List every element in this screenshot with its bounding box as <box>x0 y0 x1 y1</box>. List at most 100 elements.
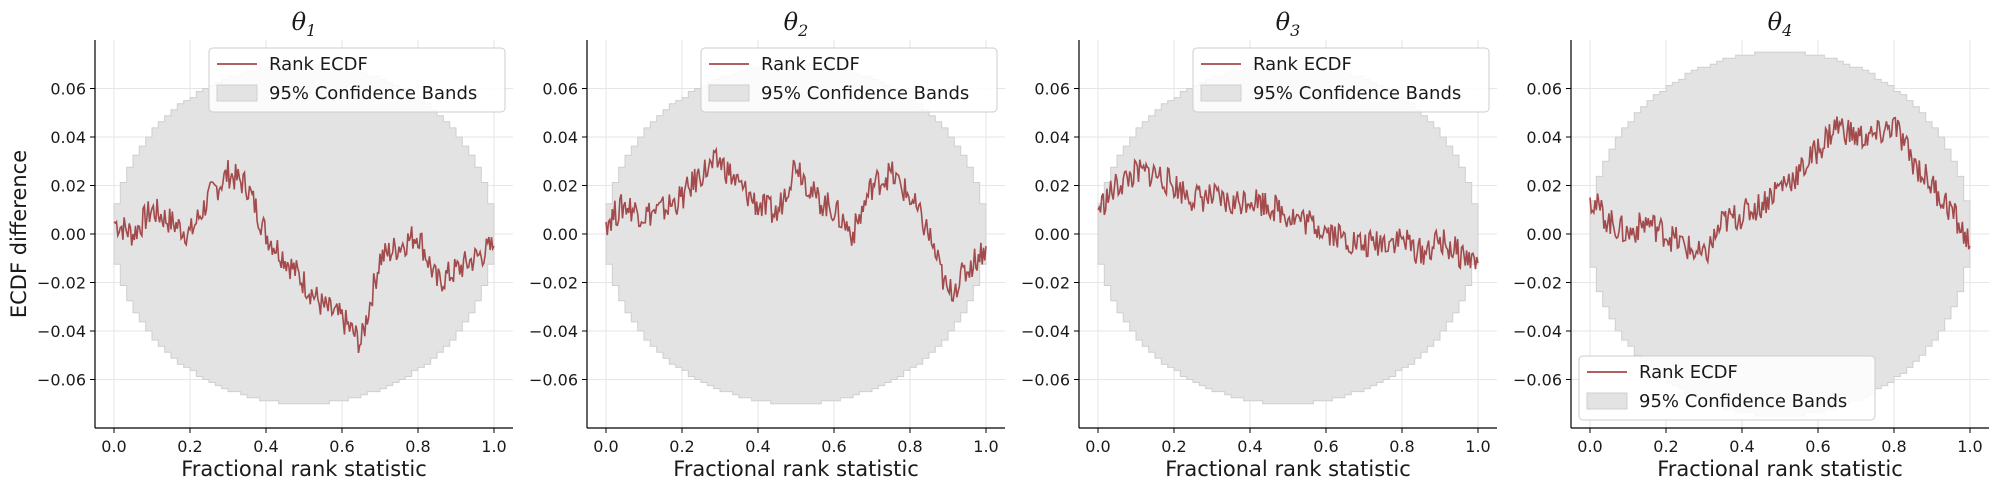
confidence-band <box>113 63 495 405</box>
y-tick-label: 0.02 <box>542 177 578 196</box>
x-tick-label: 0.4 <box>1237 437 1262 456</box>
legend-label-confidence-bands: 95% Confidence Bands <box>269 83 477 104</box>
legend-label-rank-ecdf: Rank ECDF <box>1639 362 1738 383</box>
x-tick-label: 0.4 <box>745 437 770 456</box>
chart-panel-1: 0.0 0.2 0.4 0.6 0.8 1.0 −0.06 −0.04 −0.02 0.00 0.0… <box>7 8 513 481</box>
y-tick-label: −0.06 <box>1021 371 1070 390</box>
y-tick-label: 0.02 <box>50 177 86 196</box>
y-tick-label: −0.04 <box>1021 322 1070 341</box>
x-tick-label: 0.8 <box>1389 437 1414 456</box>
chart-title: θ3 <box>1276 8 1301 40</box>
x-tick-label: 0.8 <box>405 437 430 456</box>
y-axis-label: ECDF difference <box>7 150 31 318</box>
x-tick-label: 0.2 <box>177 437 202 456</box>
title-symbol: θ <box>1276 8 1291 36</box>
x-tick-label: 0.2 <box>669 437 694 456</box>
title-symbol: θ <box>292 8 307 36</box>
y-tick-label: 0.04 <box>1034 128 1070 147</box>
chart-title: θ1 <box>292 8 317 40</box>
x-tick-label: 1.0 <box>481 437 506 456</box>
title-symbol: θ <box>784 8 799 36</box>
chart-title: θ2 <box>784 8 809 40</box>
legend-band-swatch <box>708 84 750 102</box>
x-tick-label: 0.8 <box>1881 437 1906 456</box>
legend-band-swatch <box>1200 84 1242 102</box>
x-tick-label: 0.6 <box>1805 437 1830 456</box>
x-tick-label: 0.4 <box>1729 437 1754 456</box>
chart-title: θ4 <box>1768 8 1793 40</box>
x-tick-label: 0.0 <box>101 437 126 456</box>
x-tick-label: 1.0 <box>1957 437 1982 456</box>
y-tick-label: 0.06 <box>1034 80 1070 99</box>
x-tick-label: 0.2 <box>1653 437 1678 456</box>
legend-box <box>1578 355 1876 421</box>
legend: Rank ECDF 95% Confidence Bands <box>1578 355 1876 421</box>
y-tick-label: −0.06 <box>529 371 578 390</box>
x-axis-label: Fractional rank statistic <box>1165 457 1411 481</box>
chart-panel-3: 0.0 0.2 0.4 0.6 0.8 1.0 −0.06 −0.04 −0.02 0.00 0.0… <box>1021 8 1497 481</box>
legend-label-rank-ecdf: Rank ECDF <box>269 54 368 75</box>
legend-label-confidence-bands: 95% Confidence Bands <box>1639 391 1847 412</box>
y-tick-label: −0.02 <box>1021 274 1070 293</box>
y-tick-label: −0.02 <box>1513 274 1562 293</box>
y-tick-label: −0.02 <box>37 274 86 293</box>
y-tick-label: 0.06 <box>1526 80 1562 99</box>
y-tick-label: −0.04 <box>1513 322 1562 341</box>
legend: Rank ECDF 95% Confidence Bands <box>1192 47 1490 113</box>
x-tick-label: 0.0 <box>593 437 618 456</box>
x-tick-label: 0.6 <box>1313 437 1338 456</box>
title-subscript: 3 <box>1290 21 1300 40</box>
y-tick-label: −0.04 <box>37 322 86 341</box>
ecdf-line <box>605 146 987 302</box>
legend: Rank ECDF 95% Confidence Bands <box>208 47 506 113</box>
x-tick-label: 0.6 <box>821 437 846 456</box>
legend: Rank ECDF 95% Confidence Bands <box>700 47 998 113</box>
y-tick-label: −0.06 <box>1513 371 1562 390</box>
y-tick-label: 0.00 <box>1034 225 1070 244</box>
chart-panel-2: 0.0 0.2 0.4 0.6 0.8 1.0 −0.06 −0.04 −0.02 0.00 0.0… <box>529 8 1005 481</box>
y-tick-label: 0.00 <box>1526 225 1562 244</box>
y-tick-label: 0.04 <box>542 128 578 147</box>
x-tick-label: 0.0 <box>1085 437 1110 456</box>
x-tick-label: 0.6 <box>329 437 354 456</box>
y-tick-label: −0.04 <box>529 322 578 341</box>
y-tick-label: 0.04 <box>1526 128 1562 147</box>
x-axis-label: Fractional rank statistic <box>1657 457 1903 481</box>
y-tick-label: 0.06 <box>50 80 86 99</box>
y-tick-label: 0.00 <box>50 225 86 244</box>
y-tick-label: 0.02 <box>1526 177 1562 196</box>
legend-box <box>208 47 506 113</box>
legend-box <box>1192 47 1490 113</box>
x-tick-label: 0.2 <box>1161 437 1186 456</box>
y-tick-label: −0.06 <box>37 371 86 390</box>
x-tick-label: 1.0 <box>973 437 998 456</box>
confidence-band <box>1097 63 1479 405</box>
legend-label-rank-ecdf: Rank ECDF <box>761 54 860 75</box>
legend-label-confidence-bands: 95% Confidence Bands <box>761 83 969 104</box>
ecdf-line <box>1097 158 1479 271</box>
ecdf-line <box>1589 116 1971 265</box>
y-tick-label: 0.02 <box>1034 177 1070 196</box>
x-axis-label: Fractional rank statistic <box>181 457 427 481</box>
y-tick-label: 0.06 <box>542 80 578 99</box>
legend-band-swatch <box>216 84 258 102</box>
y-tick-label: 0.00 <box>542 225 578 244</box>
legend-band-swatch <box>1586 392 1628 410</box>
x-tick-label: 0.8 <box>897 437 922 456</box>
y-tick-label: −0.02 <box>529 274 578 293</box>
x-tick-label: 1.0 <box>1465 437 1490 456</box>
legend-label-confidence-bands: 95% Confidence Bands <box>1253 83 1461 104</box>
title-subscript: 1 <box>306 21 316 40</box>
legend-box <box>700 47 998 113</box>
x-axis-label: Fractional rank statistic <box>673 457 919 481</box>
legend-label-rank-ecdf: Rank ECDF <box>1253 54 1352 75</box>
x-tick-label: 0.4 <box>253 437 278 456</box>
y-tick-label: 0.04 <box>50 128 86 147</box>
x-tick-label: 0.0 <box>1577 437 1602 456</box>
chart-panel-4: 0.0 0.2 0.4 0.6 0.8 1.0 −0.06 −0.04 −0.02 0.00 0.0… <box>1513 8 1989 481</box>
title-subscript: 4 <box>1781 21 1792 40</box>
title-subscript: 2 <box>797 21 808 40</box>
title-symbol: θ <box>1768 8 1783 36</box>
ecdf-line <box>113 160 495 354</box>
